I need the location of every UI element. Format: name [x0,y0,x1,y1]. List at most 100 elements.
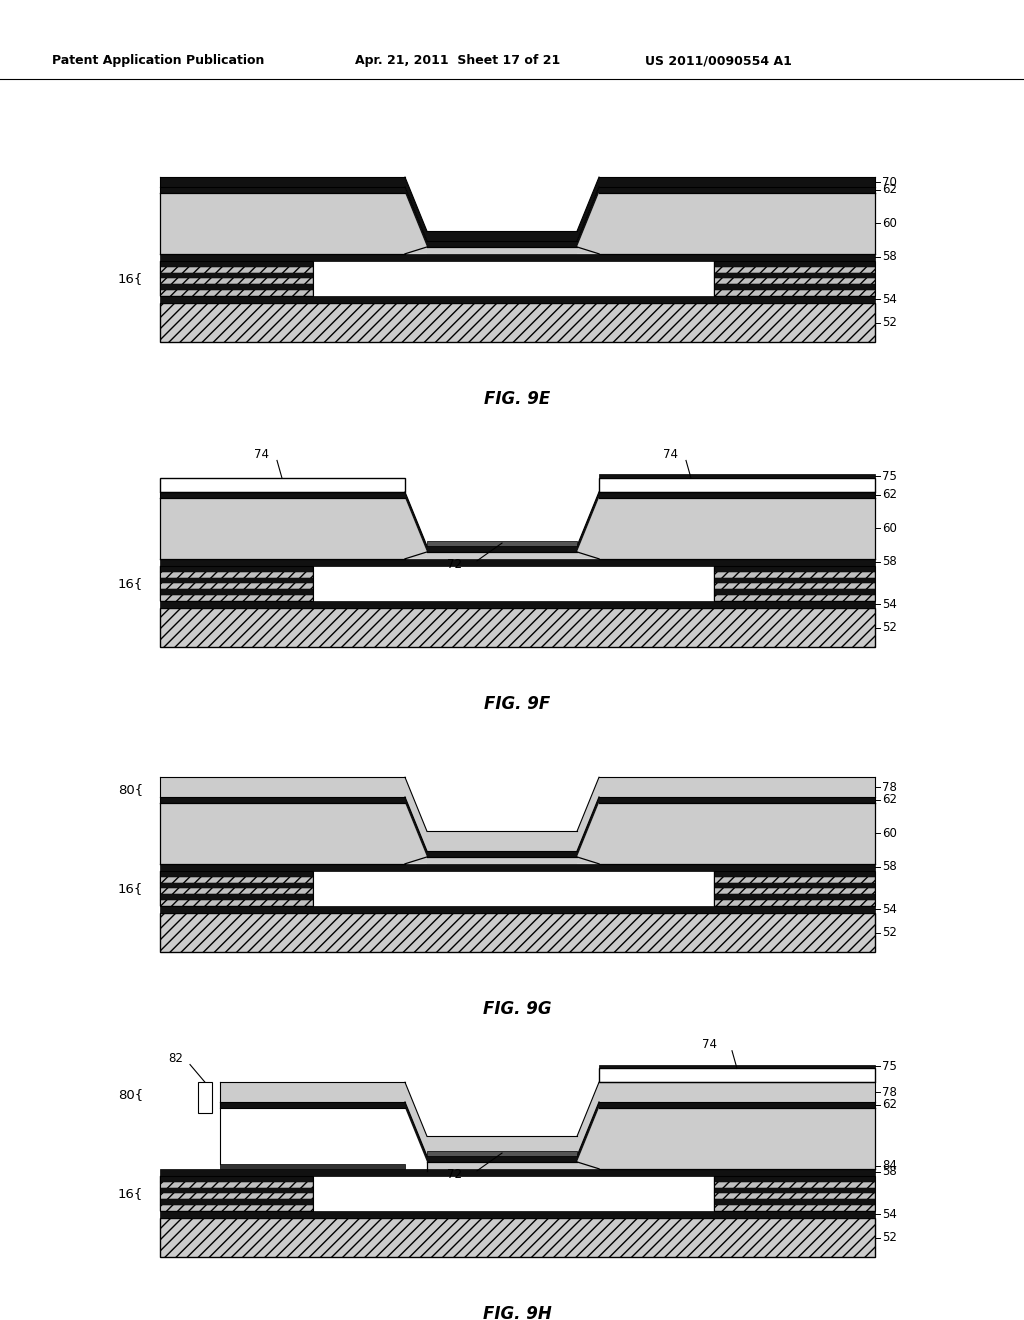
Polygon shape [577,1082,599,1156]
Bar [427,857,577,863]
Bar [160,253,874,261]
Text: 52: 52 [882,317,897,329]
Bar [714,279,874,284]
Text: 82: 82 [168,1052,183,1065]
Text: FIG. 9E: FIG. 9E [484,391,550,408]
Text: 74: 74 [254,447,269,461]
Bar [160,589,313,595]
Text: 58: 58 [882,861,897,874]
Text: 60: 60 [882,216,897,230]
Polygon shape [577,1107,599,1168]
Polygon shape [577,492,599,552]
Bar [160,1205,313,1212]
Bar [714,1181,874,1188]
Polygon shape [577,1102,599,1162]
Text: 75: 75 [882,1060,897,1073]
Text: FIG. 9F: FIG. 9F [484,696,550,713]
Bar [427,1137,577,1156]
Text: 62: 62 [882,793,897,807]
Bar [599,193,874,253]
Bar [160,284,313,290]
Text: 52: 52 [882,622,897,634]
Polygon shape [406,803,427,863]
Text: 58: 58 [882,556,897,569]
Text: 54: 54 [882,598,897,611]
Bar [599,478,874,492]
Text: 72: 72 [447,1168,462,1181]
Bar [714,1205,874,1212]
Bar [714,284,874,290]
Bar [160,883,313,888]
Bar [714,883,874,888]
Bar [714,583,874,589]
Bar [714,895,874,900]
Polygon shape [406,492,427,552]
Bar [714,290,874,296]
Bar [160,267,313,272]
Bar [160,777,406,797]
Bar [160,895,313,900]
Bar [160,304,874,342]
Bar [714,267,874,272]
Text: 62: 62 [882,1098,897,1111]
Bar [220,1082,406,1102]
Bar [160,601,874,609]
Text: 58: 58 [882,251,897,263]
Bar [714,871,874,876]
Bar [160,900,313,906]
Bar [160,1218,874,1258]
Bar [160,609,874,647]
Bar [599,1068,874,1082]
Bar [714,261,874,296]
Polygon shape [406,777,427,851]
Bar [599,777,874,797]
Bar [427,832,577,851]
Bar [714,589,874,595]
Text: Patent Application Publication: Patent Application Publication [52,54,264,67]
Bar [160,272,313,279]
Bar [160,498,406,558]
Text: 84: 84 [882,1159,897,1172]
Bar [714,272,874,279]
Bar [160,1193,313,1200]
Text: 62: 62 [882,488,897,502]
Text: 60: 60 [882,826,897,840]
Bar [160,296,874,304]
Bar [160,279,313,284]
Text: 74: 74 [702,1039,717,1051]
Bar [427,851,577,857]
Bar [160,566,313,601]
Bar [427,247,577,253]
Polygon shape [406,1102,427,1162]
Bar [160,566,313,572]
Bar [427,1162,577,1168]
Bar [220,1102,406,1107]
Bar [427,1151,577,1156]
Bar [714,261,874,267]
Bar [160,888,313,895]
Bar [160,261,313,267]
Text: 16{: 16{ [118,577,143,590]
Polygon shape [406,177,427,242]
Bar [714,566,874,601]
Bar [160,1200,313,1205]
Text: 78: 78 [882,1085,897,1098]
Bar [160,871,313,906]
Text: 80{: 80{ [118,1089,143,1101]
Bar [160,583,313,589]
Bar [160,478,406,492]
Bar [160,863,874,871]
Bar [599,474,874,478]
Bar [714,572,874,578]
Bar [599,1082,874,1102]
Bar [160,492,406,498]
Bar [599,1064,874,1068]
Bar [714,566,874,572]
Polygon shape [406,193,427,253]
Text: Apr. 21, 2011  Sheet 17 of 21: Apr. 21, 2011 Sheet 17 of 21 [355,54,560,67]
Bar [160,193,406,253]
Bar [427,552,577,558]
Bar [599,1107,874,1168]
Text: 74: 74 [663,447,678,461]
Bar [160,871,313,876]
